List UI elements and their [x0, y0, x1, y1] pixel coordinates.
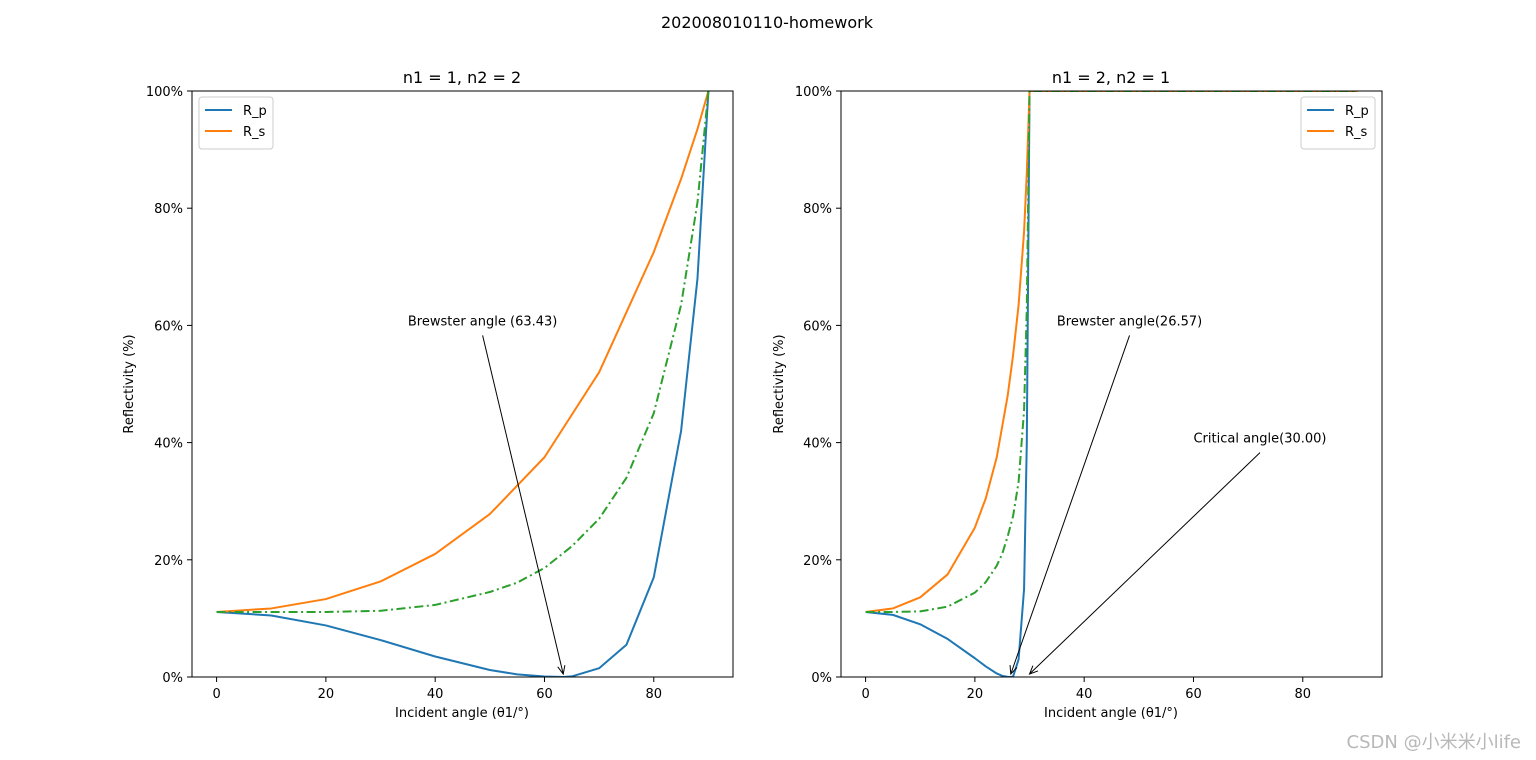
right-legend: R_p R_s — [1301, 97, 1375, 149]
right-xtick-label: 0 — [861, 687, 869, 702]
watermark: CSDN @小米米小life — [1347, 732, 1521, 753]
left-axes-title: n1 = 1, n2 = 2 — [403, 68, 521, 87]
right-xtick-label: 80 — [1294, 687, 1311, 702]
left-ytick-label: 0% — [162, 671, 183, 686]
left-xtick-label: 60 — [536, 687, 553, 702]
left-legend-label: R_p — [243, 104, 267, 119]
figure-suptitle: 202008010110-homework — [661, 13, 874, 32]
left-ytick-label: 80% — [154, 202, 183, 217]
right-annotation-arrow — [1030, 453, 1260, 674]
left-annotation-arrow — [483, 335, 564, 674]
right-ytick-label: 20% — [803, 554, 832, 569]
left-ytick-label: 40% — [154, 437, 183, 452]
right-xlabel: Incident angle (θ1/°) — [1044, 706, 1178, 721]
right-ytick-label: 100% — [795, 85, 832, 100]
right-axes: n1 = 2, n2 = 1 Incident angle (θ1/°) Ref… — [772, 68, 1382, 721]
right-series-line-r-p — [866, 91, 1358, 677]
right-xtick-label: 40 — [1076, 687, 1093, 702]
right-legend-label: R_s — [1345, 125, 1368, 140]
right-axes-frame — [841, 91, 1382, 677]
right-xtick-label: 60 — [1185, 687, 1202, 702]
right-series-line-r-s — [866, 91, 1358, 612]
left-ylabel: Reflectivity (%) — [122, 334, 137, 433]
left-ytick-label: 100% — [146, 85, 183, 100]
left-xtick-label: 20 — [318, 687, 335, 702]
right-xtick-label: 20 — [967, 687, 984, 702]
right-annotation-label: Brewster angle(26.57) — [1057, 314, 1202, 329]
left-series-line-r-p — [217, 91, 709, 677]
right-ytick-label: 0% — [811, 671, 832, 686]
right-ytick-label: 40% — [803, 437, 832, 452]
right-annotation-arrow — [1011, 335, 1130, 674]
right-ylabel: Reflectivity (%) — [772, 334, 787, 433]
right-axes-title: n1 = 2, n2 = 1 — [1052, 68, 1170, 87]
left-series-line-r-s — [217, 91, 709, 612]
left-annotation-label: Brewster angle (63.43) — [408, 314, 558, 329]
left-axes: n1 = 1, n2 = 2 Incident angle (θ1/°) Ref… — [122, 68, 733, 721]
right-ytick-label: 60% — [803, 319, 832, 334]
left-ytick-label: 60% — [154, 319, 183, 334]
left-xtick-label: 80 — [645, 687, 662, 702]
left-legend: R_p R_s — [199, 97, 273, 149]
right-annotation-label: Critical angle(30.00) — [1193, 432, 1326, 447]
left-axes-frame — [192, 91, 733, 677]
left-ytick-label: 20% — [154, 554, 183, 569]
right-series-line-average — [866, 91, 1358, 612]
left-xtick-label: 40 — [427, 687, 444, 702]
left-xtick-label: 0 — [212, 687, 220, 702]
right-legend-label: R_p — [1345, 104, 1369, 119]
left-xlabel: Incident angle (θ1/°) — [395, 706, 529, 721]
left-legend-label: R_s — [243, 125, 266, 140]
right-ytick-label: 80% — [803, 202, 832, 217]
